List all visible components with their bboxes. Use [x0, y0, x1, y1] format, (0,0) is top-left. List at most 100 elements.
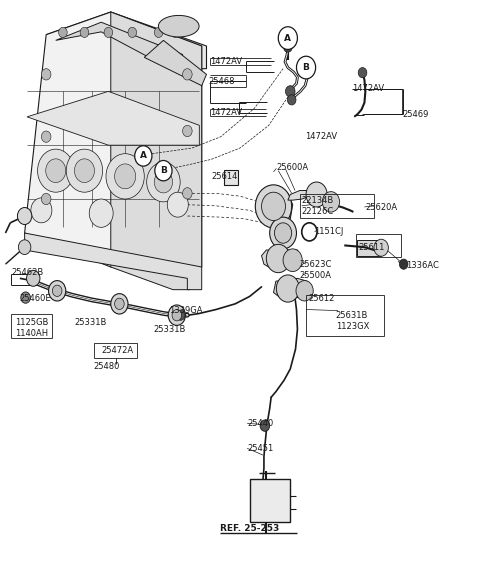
Text: REF. 25-253: REF. 25-253	[220, 524, 279, 533]
Text: 25331B: 25331B	[154, 325, 186, 334]
Circle shape	[147, 162, 180, 202]
Polygon shape	[144, 40, 206, 86]
Text: 1151CJ: 1151CJ	[314, 227, 344, 236]
Circle shape	[80, 27, 89, 37]
Bar	[11, 314, 52, 338]
Polygon shape	[111, 12, 202, 290]
Circle shape	[286, 86, 295, 97]
Circle shape	[374, 239, 388, 256]
Circle shape	[18, 240, 31, 254]
Text: 1472AV: 1472AV	[210, 57, 242, 66]
Circle shape	[89, 199, 113, 227]
Circle shape	[135, 146, 152, 166]
Circle shape	[41, 131, 51, 143]
Circle shape	[74, 159, 95, 182]
Text: 25331B: 25331B	[74, 318, 107, 327]
Text: 25460E: 25460E	[20, 294, 51, 303]
Text: 25472A: 25472A	[101, 346, 133, 355]
Circle shape	[115, 164, 136, 189]
Circle shape	[323, 191, 339, 212]
Circle shape	[106, 154, 144, 199]
Circle shape	[171, 27, 180, 37]
Bar	[250, 479, 290, 522]
Circle shape	[302, 62, 311, 73]
Circle shape	[270, 217, 297, 249]
Circle shape	[266, 244, 290, 273]
Circle shape	[37, 149, 74, 192]
Polygon shape	[24, 12, 202, 267]
Circle shape	[26, 270, 40, 286]
Circle shape	[155, 27, 163, 37]
Text: 25462B: 25462B	[11, 268, 44, 277]
Text: 25612: 25612	[308, 294, 335, 303]
Bar	[224, 169, 238, 185]
Circle shape	[297, 56, 316, 79]
Text: 22126C: 22126C	[301, 207, 334, 216]
Text: 1123GX: 1123GX	[336, 322, 369, 331]
Bar	[357, 240, 381, 256]
Text: 25480: 25480	[94, 362, 120, 371]
Text: 25451: 25451	[247, 444, 274, 453]
Circle shape	[176, 310, 185, 320]
Polygon shape	[27, 91, 199, 145]
Text: 25631B: 25631B	[336, 311, 368, 320]
Text: 1472AV: 1472AV	[210, 108, 242, 118]
Circle shape	[155, 161, 172, 181]
Circle shape	[283, 249, 302, 272]
Bar	[306, 295, 384, 336]
Text: 1339GA: 1339GA	[169, 306, 203, 315]
Ellipse shape	[158, 15, 199, 37]
Circle shape	[59, 27, 67, 37]
Circle shape	[111, 294, 128, 314]
Circle shape	[46, 159, 66, 182]
Text: 25623C: 25623C	[300, 260, 332, 269]
Text: B: B	[302, 63, 310, 72]
Circle shape	[172, 310, 181, 321]
Circle shape	[182, 187, 192, 199]
Circle shape	[104, 27, 113, 37]
Text: A: A	[140, 152, 147, 160]
Circle shape	[167, 192, 188, 217]
Circle shape	[306, 182, 327, 207]
Circle shape	[182, 126, 192, 137]
Circle shape	[296, 281, 313, 301]
Circle shape	[276, 275, 300, 302]
Bar	[300, 194, 374, 218]
Text: 1140AH: 1140AH	[15, 329, 48, 338]
Text: A: A	[284, 34, 291, 43]
Text: 1472AV: 1472AV	[352, 84, 384, 93]
Circle shape	[115, 298, 124, 310]
Circle shape	[52, 285, 62, 296]
Circle shape	[262, 192, 286, 220]
Text: 25469: 25469	[403, 110, 429, 119]
Circle shape	[275, 223, 292, 243]
Text: 1336AC: 1336AC	[407, 261, 439, 270]
Circle shape	[154, 171, 173, 193]
Circle shape	[260, 420, 270, 431]
Text: 25468: 25468	[209, 77, 235, 86]
Circle shape	[255, 185, 292, 228]
Polygon shape	[24, 233, 202, 290]
Text: 25614: 25614	[211, 172, 238, 181]
Circle shape	[288, 95, 296, 105]
Polygon shape	[56, 22, 182, 69]
Circle shape	[358, 68, 367, 78]
Polygon shape	[288, 190, 310, 200]
Bar	[356, 234, 401, 257]
Circle shape	[182, 69, 192, 80]
Polygon shape	[262, 250, 300, 270]
Circle shape	[31, 198, 52, 223]
Circle shape	[21, 292, 30, 303]
Text: 25600A: 25600A	[276, 164, 308, 172]
Bar	[94, 343, 137, 358]
Circle shape	[399, 259, 408, 269]
Circle shape	[284, 42, 292, 52]
Text: 1125GB: 1125GB	[15, 318, 48, 327]
Circle shape	[17, 207, 32, 224]
Polygon shape	[262, 193, 293, 224]
Circle shape	[278, 27, 298, 49]
Text: 22134B: 22134B	[301, 195, 334, 204]
Text: 1472AV: 1472AV	[305, 132, 337, 141]
Text: 25500A: 25500A	[300, 271, 332, 280]
Polygon shape	[274, 278, 310, 300]
